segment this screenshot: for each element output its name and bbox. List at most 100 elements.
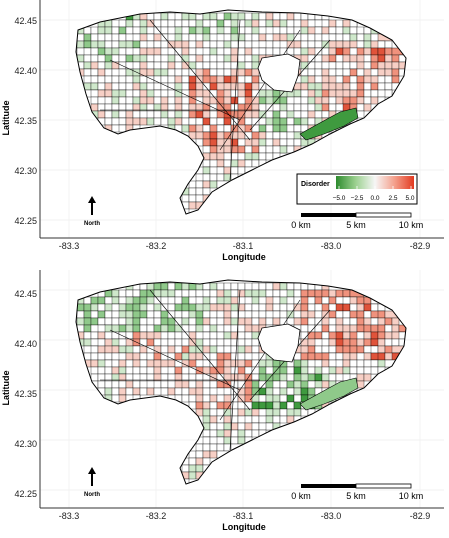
tract-cell <box>272 408 281 417</box>
tract-cell <box>167 96 176 105</box>
tract-cell <box>244 345 253 354</box>
tract-cell <box>160 75 169 84</box>
tract-cell <box>118 345 127 354</box>
tract-cell <box>328 103 337 112</box>
tract-cell <box>321 380 330 389</box>
tract-cell <box>104 310 113 319</box>
tract-cell <box>160 110 169 119</box>
tract-cell <box>272 19 281 28</box>
tract-cell <box>188 450 197 459</box>
tract-cell <box>139 331 148 340</box>
tract-cell <box>97 68 106 77</box>
tract-cell <box>244 338 253 347</box>
tract-cell <box>335 26 344 35</box>
tract-cell <box>209 394 218 403</box>
tract-cell <box>272 47 281 56</box>
tract-cell <box>307 366 316 375</box>
tract-cell <box>307 89 316 98</box>
tract-cell <box>118 19 127 28</box>
tract-cell <box>125 19 134 28</box>
tract-cell <box>384 317 393 326</box>
tract-cell <box>279 387 288 396</box>
tract-cell <box>125 359 134 368</box>
tract-cell <box>118 380 127 389</box>
tract-cell <box>237 338 246 347</box>
tract-cell <box>118 68 127 77</box>
tract-cell <box>272 33 281 42</box>
tract-cell <box>265 138 274 147</box>
tract-cell <box>230 429 239 438</box>
tract-cell <box>195 394 204 403</box>
tract-cell <box>237 436 246 445</box>
tract-cell <box>167 331 176 340</box>
tract-cell <box>209 366 218 375</box>
tract-cell <box>195 26 204 35</box>
tract-cell <box>342 33 351 42</box>
tract-cell <box>139 352 148 361</box>
tract-cell <box>244 415 253 424</box>
bottom-y-tick-label: 42.30 <box>14 439 37 449</box>
north-arrowhead-icon <box>88 467 96 474</box>
tract-cell <box>237 166 246 175</box>
tract-cell <box>97 366 106 375</box>
tract-cell <box>160 331 169 340</box>
tract-cell <box>370 68 379 77</box>
tract-cell <box>216 159 225 168</box>
tract-cell <box>181 124 190 133</box>
top-x-tick-label: -82.9 <box>410 241 431 251</box>
tract-cell <box>146 117 155 126</box>
tract-cell <box>111 61 120 70</box>
tract-cell <box>83 26 92 35</box>
tract-cell <box>90 345 99 354</box>
tract-cell <box>230 96 239 105</box>
tract-cell <box>307 103 316 112</box>
tract-cell <box>153 54 162 63</box>
tract-cell <box>111 110 120 119</box>
tract-cell <box>139 324 148 333</box>
tract-cell <box>188 201 197 210</box>
bottom-x-tick-label: -83.0 <box>321 511 342 521</box>
tract-cell <box>307 96 316 105</box>
tract-cell <box>90 103 99 112</box>
tract-cell <box>293 89 302 98</box>
tract-cell <box>209 401 218 410</box>
tract-cell <box>300 408 309 417</box>
tract-cell <box>349 33 358 42</box>
tract-cell <box>356 75 365 84</box>
tract-cell <box>272 282 281 291</box>
tract-cell <box>153 12 162 21</box>
tract-cell <box>335 47 344 56</box>
tract-cell <box>195 450 204 459</box>
tract-cell <box>237 317 246 326</box>
tract-cell <box>328 54 337 63</box>
tract-cell <box>307 75 316 84</box>
tract-cell <box>300 96 309 105</box>
tract-cell <box>153 324 162 333</box>
tract-cell <box>174 75 183 84</box>
bottom-map <box>75 279 407 485</box>
tract-cell <box>230 422 239 431</box>
tract-cell <box>370 47 379 56</box>
tract-cell <box>251 296 260 305</box>
tract-cell <box>265 359 274 368</box>
tract-cell <box>90 40 99 49</box>
tract-cell <box>293 366 302 375</box>
tract-cell <box>272 310 281 319</box>
tract-cell <box>146 366 155 375</box>
tract-cell <box>118 75 127 84</box>
tract-cell <box>244 47 253 56</box>
tract-cell <box>356 366 365 375</box>
tract-cell <box>300 33 309 42</box>
tract-cell <box>370 324 379 333</box>
top-x-tick-label: -83.1 <box>233 241 254 251</box>
tract-cell <box>139 47 148 56</box>
tract-cell <box>230 131 239 140</box>
tract-cell <box>342 359 351 368</box>
tract-cell <box>328 19 337 28</box>
tract-cell <box>321 96 330 105</box>
tract-cell <box>202 415 211 424</box>
tract-cell <box>279 103 288 112</box>
tract-cell <box>132 96 141 105</box>
tract-cell <box>90 75 99 84</box>
tract-cell <box>272 359 281 368</box>
